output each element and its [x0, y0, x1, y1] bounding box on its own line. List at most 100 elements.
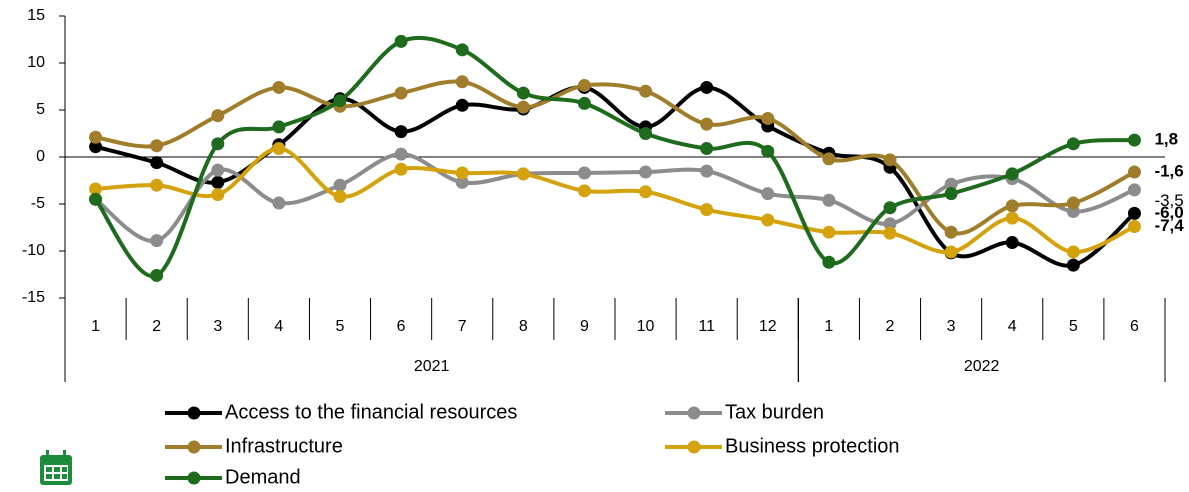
legend-label: Demand — [225, 466, 301, 488]
marker — [333, 189, 347, 203]
x-tick-label: 6 — [1130, 318, 1139, 335]
marker — [272, 196, 286, 210]
marker — [700, 142, 714, 156]
marker — [822, 193, 836, 207]
marker — [333, 94, 347, 108]
marker — [577, 184, 591, 198]
marker — [394, 34, 408, 48]
value-label: -6,0 — [1154, 203, 1183, 222]
marker — [272, 80, 286, 94]
marker — [761, 187, 775, 201]
marker — [944, 225, 958, 239]
y-tick-label: 5 — [36, 101, 45, 118]
marker — [1066, 137, 1080, 151]
marker — [1005, 167, 1019, 181]
x-tick-label: 5 — [1069, 318, 1078, 335]
y-tick-label: -10 — [22, 242, 45, 259]
marker — [577, 166, 591, 180]
x-tick-label: 1 — [91, 318, 100, 335]
value-label: -7,4 — [1154, 216, 1184, 235]
marker — [272, 142, 286, 156]
x-tick-label: 4 — [274, 318, 283, 335]
marker — [516, 100, 530, 114]
marker — [883, 153, 897, 167]
marker — [211, 137, 225, 151]
marker — [822, 152, 836, 166]
marker — [944, 177, 958, 191]
marker — [1005, 236, 1019, 250]
legend-label: Access to the financial resources — [225, 401, 517, 423]
legend-label: Business protection — [725, 435, 900, 457]
marker — [1127, 220, 1141, 234]
marker — [944, 187, 958, 201]
marker — [1127, 206, 1141, 220]
legend-marker — [687, 406, 701, 420]
x-tick-label: 6 — [397, 318, 406, 335]
marker — [89, 192, 103, 206]
marker — [639, 127, 653, 140]
marker — [394, 147, 408, 161]
y-tick-label: 15 — [27, 7, 45, 24]
marker — [89, 140, 103, 154]
marker — [455, 98, 469, 112]
x-tick-label: 10 — [637, 318, 655, 335]
marker — [822, 225, 836, 239]
value-label: 1,8 — [1154, 130, 1178, 149]
marker — [577, 96, 591, 110]
marker — [455, 166, 469, 180]
marker — [455, 175, 469, 189]
marker — [211, 163, 225, 177]
marker — [761, 111, 775, 125]
y-tick-label: 0 — [36, 148, 45, 165]
marker — [1127, 183, 1141, 197]
x-tick-label: 1 — [824, 318, 833, 335]
marker — [1127, 133, 1141, 147]
y-tick-label: -5 — [31, 195, 45, 212]
value-label: -1,6 — [1154, 162, 1183, 181]
marker — [150, 268, 164, 282]
marker — [150, 178, 164, 192]
marker — [150, 234, 164, 248]
marker — [639, 165, 653, 179]
marker — [639, 185, 653, 199]
x-tick-label: 11 — [698, 318, 715, 335]
x-tick-label: 7 — [458, 318, 467, 335]
marker — [761, 213, 775, 227]
marker — [883, 217, 897, 231]
marker — [639, 84, 653, 98]
marker — [700, 80, 714, 94]
marker — [394, 162, 408, 176]
marker — [700, 117, 714, 131]
marker — [700, 164, 714, 178]
value-label: -3,5 — [1154, 191, 1183, 210]
marker — [516, 167, 530, 181]
legend-marker — [187, 406, 201, 420]
x-tick-label: 8 — [519, 318, 528, 335]
marker — [1066, 258, 1080, 272]
marker — [211, 188, 225, 202]
marker — [89, 130, 103, 144]
legend-marker — [187, 440, 201, 454]
group-label: 2021 — [414, 358, 450, 375]
marker — [1005, 211, 1019, 225]
marker — [455, 43, 469, 57]
marker — [150, 139, 164, 153]
legend-marker — [187, 471, 201, 485]
marker — [333, 178, 347, 192]
marker — [822, 255, 836, 269]
marker — [211, 109, 225, 123]
x-tick-label: 5 — [336, 318, 345, 335]
legend-marker — [687, 440, 701, 454]
marker — [272, 120, 286, 134]
marker — [150, 156, 164, 170]
x-tick-label: 12 — [759, 318, 777, 335]
x-tick-label: 4 — [1008, 318, 1017, 335]
marker — [1066, 196, 1080, 210]
marker — [577, 79, 591, 93]
marker — [394, 125, 408, 139]
group-label: 2022 — [964, 358, 1000, 375]
marker — [1005, 199, 1019, 213]
y-tick-label: 10 — [27, 54, 45, 71]
marker — [89, 182, 103, 196]
